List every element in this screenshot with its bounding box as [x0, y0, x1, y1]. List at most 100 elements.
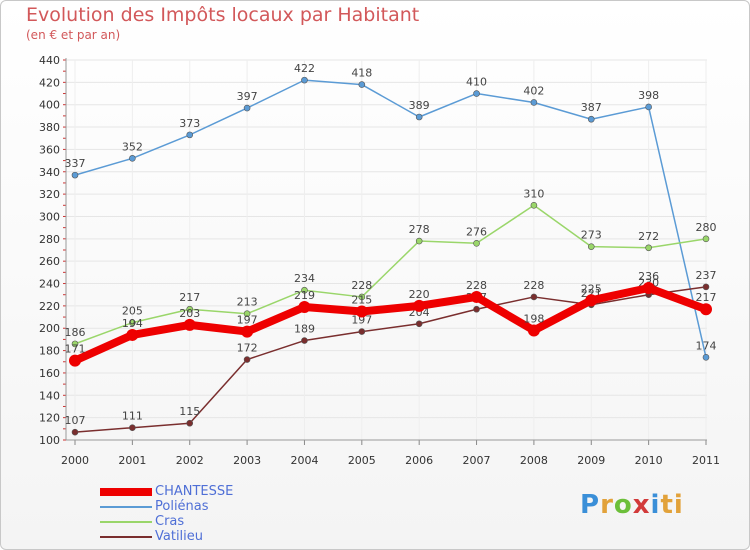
- data-point-cras: [473, 239, 480, 247]
- chart-legend: CHANTESSE Poliénas Cras Vatilieu: [100, 484, 300, 544]
- data-point-vatilieu: [473, 305, 480, 313]
- data-label-vatilieu: 111: [122, 410, 143, 423]
- logo-letter: P: [580, 490, 601, 520]
- y-tick-label: 440: [39, 54, 60, 67]
- data-label-vatilieu: 197: [351, 314, 372, 327]
- y-tick-label: 140: [39, 389, 60, 402]
- data-point-chantesse: [241, 325, 254, 338]
- legend-item-polienas[interactable]: Poliénas: [100, 499, 300, 514]
- data-point-chantesse: [355, 305, 368, 318]
- data-label-chantesse: 217: [696, 291, 717, 304]
- x-tick-label: 2009: [577, 454, 605, 467]
- y-tick-label: 100: [39, 434, 60, 447]
- data-label-cras: 276: [466, 225, 487, 238]
- legend-label-chantesse: CHANTESSE: [155, 484, 234, 499]
- y-tick-label: 340: [39, 166, 60, 179]
- data-point-cras: [587, 243, 595, 250]
- data-label-polienas: 373: [179, 117, 200, 130]
- data-label-chantesse: 236: [638, 270, 659, 283]
- data-point-chantesse: [585, 294, 598, 307]
- legend-label-polienas: Poliénas: [155, 499, 209, 514]
- data-label-cras: 228: [351, 279, 372, 292]
- data-point-vatilieu: [301, 337, 308, 344]
- logo-letter: x: [632, 490, 651, 520]
- legend-item-vatilieu[interactable]: Vatilieu: [100, 529, 300, 544]
- data-point-polienas: [645, 103, 652, 111]
- data-label-vatilieu: 115: [179, 405, 200, 418]
- data-point-chantesse: [183, 318, 196, 331]
- data-point-chantesse: [527, 324, 540, 337]
- y-tick-label: 180: [39, 345, 60, 358]
- data-point-chantesse: [413, 299, 426, 312]
- data-label-vatilieu: 237: [696, 269, 717, 282]
- y-tick-label: 160: [39, 367, 60, 380]
- legend-item-chantesse[interactable]: CHANTESSE: [100, 484, 300, 499]
- series-line-cras: [74, 204, 707, 345]
- y-tick-label: 260: [39, 255, 60, 268]
- data-label-chantesse: 228: [466, 279, 487, 292]
- data-label-polienas: 352: [122, 140, 143, 153]
- data-label-cras: 205: [122, 305, 143, 318]
- series-line-chantesse: [73, 284, 708, 365]
- data-point-vatilieu: [243, 356, 251, 363]
- series-line-vatilieu: [74, 286, 707, 433]
- data-point-cras: [415, 237, 423, 245]
- data-label-chantesse: 225: [581, 282, 602, 295]
- data-label-polienas: 387: [581, 101, 602, 114]
- data-label-cras: 213: [237, 296, 258, 309]
- x-tick-label: 2010: [635, 454, 663, 467]
- data-point-vatilieu: [129, 424, 136, 432]
- data-point-polienas: [415, 113, 423, 121]
- data-point-polienas: [358, 81, 366, 88]
- data-point-polienas: [243, 104, 251, 112]
- data-point-cras: [186, 305, 194, 313]
- data-label-cras: 234: [294, 272, 315, 285]
- data-point-cras: [702, 235, 710, 243]
- x-tick-label: 2007: [463, 454, 491, 467]
- y-tick-label: 200: [39, 322, 60, 335]
- data-point-vatilieu: [702, 283, 710, 291]
- data-label-chantesse: 194: [122, 317, 143, 330]
- x-tick-label: 2005: [348, 454, 376, 467]
- data-point-cras: [645, 244, 652, 252]
- data-point-vatilieu: [358, 328, 366, 335]
- data-label-chantesse: 219: [294, 289, 315, 302]
- data-label-chantesse: 203: [179, 307, 200, 320]
- data-label-cras: 280: [696, 221, 717, 234]
- data-point-chantesse: [298, 301, 311, 313]
- data-label-polienas: 397: [237, 90, 258, 103]
- data-label-cras: 278: [409, 223, 430, 236]
- data-label-polienas: 174: [696, 339, 717, 352]
- data-label-polienas: 398: [638, 89, 659, 102]
- data-point-cras: [129, 319, 136, 326]
- data-label-vatilieu: 172: [237, 342, 258, 355]
- data-label-cras: 186: [65, 326, 86, 339]
- y-tick-label: 280: [39, 233, 60, 246]
- x-tick-label: 2003: [233, 454, 261, 467]
- data-point-chantesse: [700, 303, 712, 316]
- x-tick-label: 2006: [405, 454, 433, 467]
- legend-item-cras[interactable]: Cras: [100, 514, 300, 529]
- y-tick-label: 220: [39, 300, 60, 313]
- legend-swatch-chantesse: [100, 488, 152, 496]
- data-point-cras: [71, 340, 79, 348]
- y-tick-label: 420: [39, 76, 60, 89]
- y-tick-label: 380: [39, 121, 60, 134]
- y-tick-label: 360: [39, 143, 60, 156]
- legend-swatch-vatilieu: [100, 536, 152, 538]
- data-point-cras: [530, 201, 538, 209]
- data-label-vatilieu: 189: [294, 323, 315, 336]
- data-label-cras: 273: [581, 229, 602, 242]
- proxiti-logo: Proxiti: [580, 490, 684, 520]
- data-point-cras: [301, 286, 308, 294]
- data-label-cras: 310: [523, 187, 544, 200]
- x-tick-label: 2011: [692, 454, 720, 467]
- logo-letter: r: [600, 490, 614, 520]
- logo-letter: o: [613, 490, 633, 520]
- data-point-chantesse: [126, 328, 139, 341]
- chart-title: Evolution des Impôts locaux par Habitant: [26, 4, 420, 26]
- data-point-polienas: [587, 115, 595, 123]
- data-point-polienas: [702, 353, 710, 361]
- data-label-polienas: 402: [523, 84, 544, 97]
- data-label-polienas: 410: [466, 76, 487, 89]
